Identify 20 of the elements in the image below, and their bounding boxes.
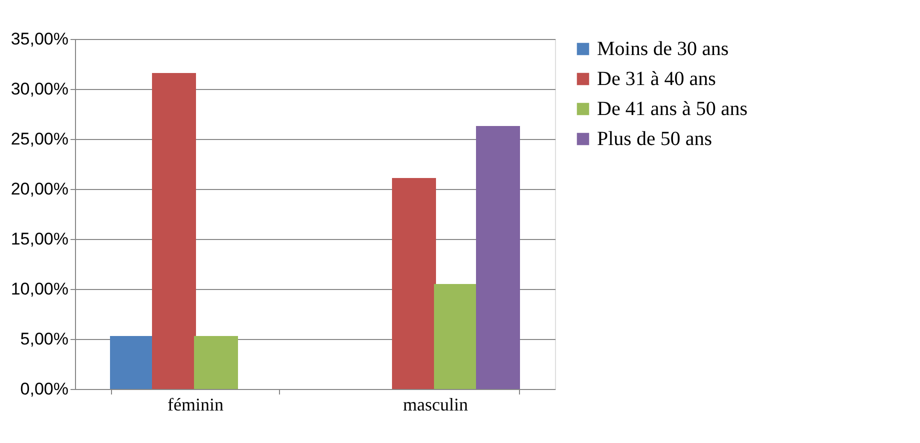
legend-label: De 31 à 40 ans	[597, 68, 716, 90]
y-tick-label: 20,00%	[10, 180, 68, 198]
y-tick-label: 5,00%	[20, 330, 68, 348]
x-tick-label: féminin	[168, 394, 224, 414]
y-tick-label: 25,00%	[10, 130, 68, 148]
x-tick-label: masculin	[403, 394, 468, 414]
y-tick-label: 0,00%	[20, 380, 68, 398]
legend-label: De 41 ans à 50 ans	[597, 98, 748, 120]
bar	[476, 126, 520, 389]
bar	[194, 336, 238, 389]
bar	[434, 284, 478, 389]
y-tick-label: 10,00%	[10, 280, 68, 298]
legend-label: Moins de 30 ans	[597, 38, 729, 60]
y-tick-label: 35,00%	[10, 30, 68, 48]
bar	[152, 73, 196, 389]
legend-label: Plus de 50 ans	[597, 128, 712, 150]
bar	[110, 336, 154, 389]
y-tick-label: 15,00%	[10, 230, 68, 248]
bar	[392, 178, 436, 389]
y-tick-label: 30,00%	[10, 80, 68, 98]
